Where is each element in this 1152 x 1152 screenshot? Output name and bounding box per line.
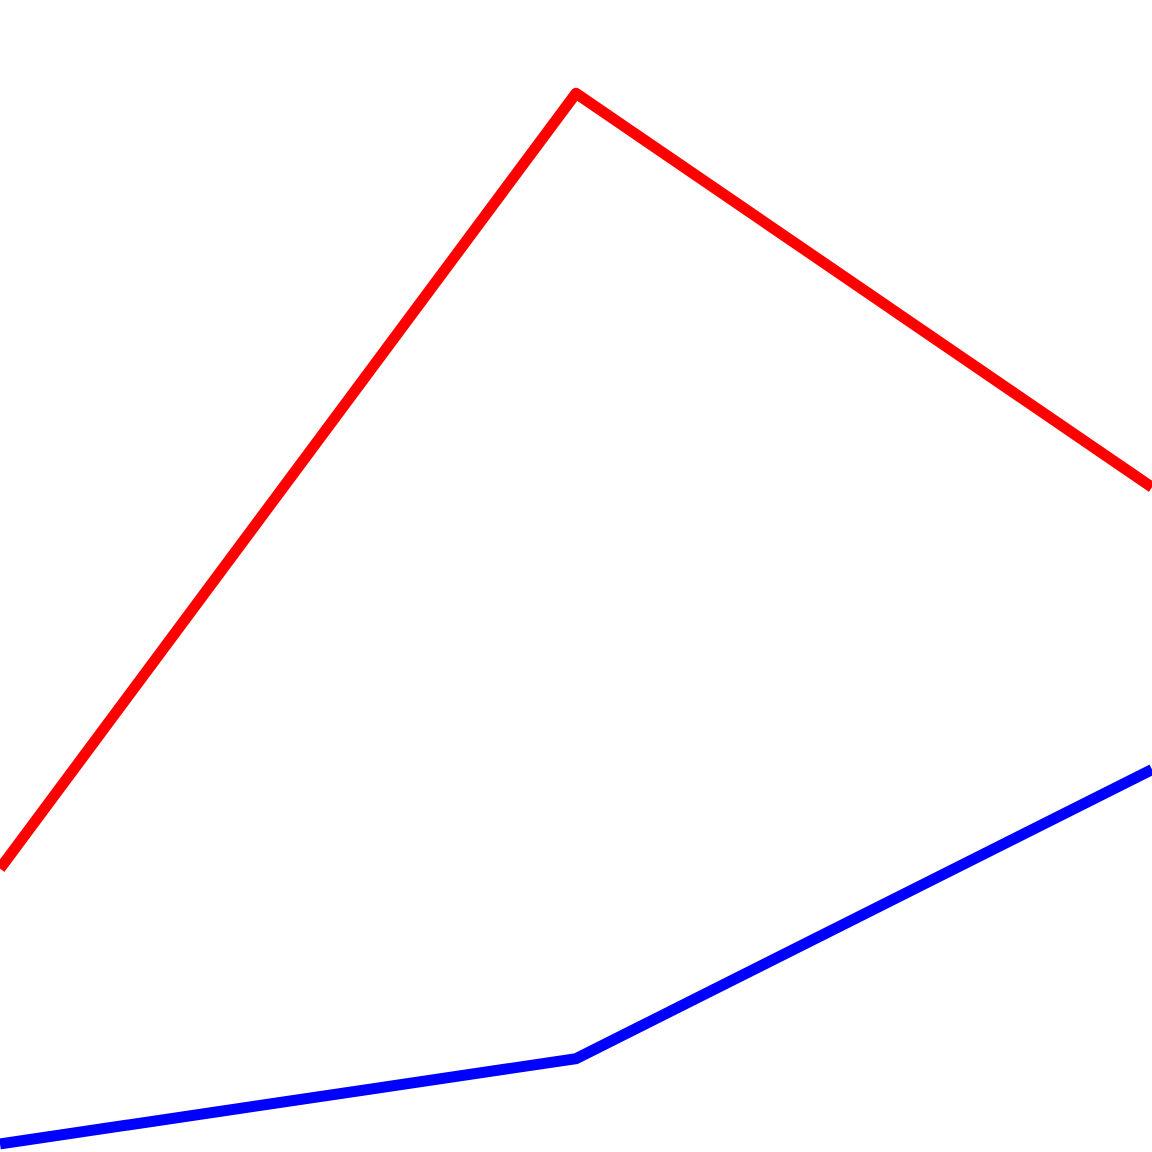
series-line-2: [0, 764, 1152, 1150]
series-layer: [0, 87, 1152, 1150]
series-line-1: [0, 87, 1152, 872]
